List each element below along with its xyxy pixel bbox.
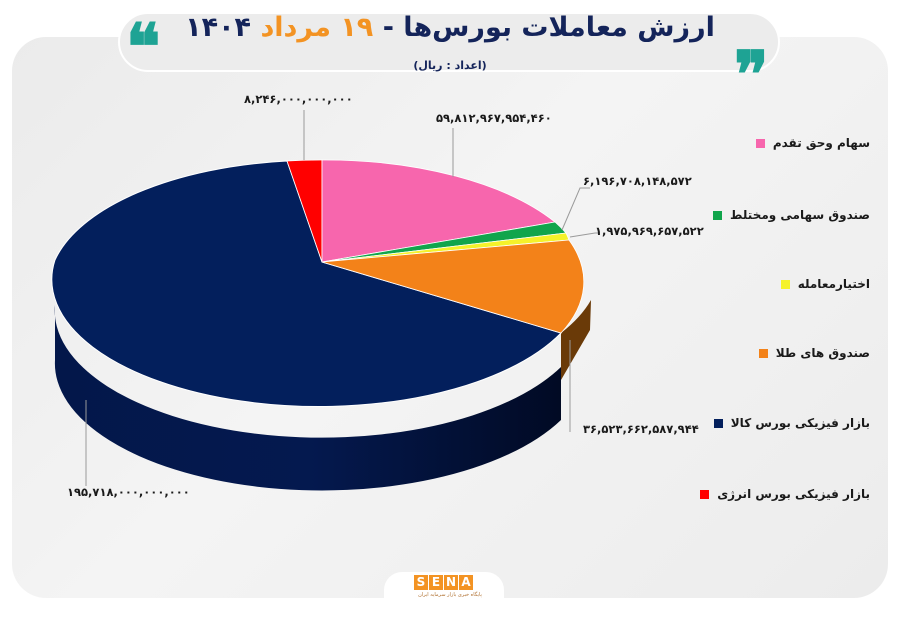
legend-item-commodity: بازار فیزیکی بورس کالا [713,416,870,430]
page-title: ارزش معاملات بورس‌ها - ۱۹ مرداد ۱۴۰۴ [170,12,730,43]
slice-pink [321,159,556,263]
title-date: ۱۹ مرداد [260,12,374,43]
legend-swatch-navy [713,418,723,428]
legend-swatch-orange [758,348,768,358]
title-banner [118,12,780,72]
legend-swatch-green [713,210,723,220]
legend-swatch-red [700,489,710,499]
slice-orange [321,239,585,334]
sena-logo: S E N A [414,575,473,590]
legend-item-energy: بازار فیزیکی بورس انرژی [700,487,870,501]
slice-navy [51,160,562,407]
legend-swatch-pink [755,138,765,148]
quote-open-icon: ❝ [126,10,161,85]
unit-subtitle: (اعداد : ریال) [413,59,487,72]
logo-tagline: پایگاه خبری بازار سرمایه ایران [418,592,482,598]
legend-item-gold-funds: صندوق های طلا [758,346,870,360]
title-text: ارزش معاملات بورس‌ها - [373,12,715,43]
value-label-gold-funds: ۳۶,۵۲۳,۶۶۲,۵۸۷,۹۴۴ [583,422,699,436]
legend-item-stocks: سهام وحق تقدم [755,136,870,150]
value-label-options: ۱,۹۷۵,۹۶۹,۶۵۷,۵۲۲ [595,224,704,238]
value-label-energy: ۸,۲۴۶,۰۰۰,۰۰۰,۰۰۰ [244,92,353,106]
legend-item-equity-funds: صندوق سهامی ومختلط [713,208,870,222]
title-year: ۱۴۰۴ [185,12,261,43]
legend-swatch-yellow [780,279,790,289]
value-label-commodity: ۱۹۵,۷۱۸,۰۰۰,۰۰۰,۰۰۰ [67,485,190,499]
value-label-stocks: ۵۹,۸۱۲,۹۶۷,۹۵۴,۴۶۰ [436,111,552,125]
pie-side-orange [561,300,591,380]
pie-side-navy [54,305,562,491]
legend-item-options: اختیارمعامله [780,277,870,291]
value-label-equity-funds: ۶,۱۹۶,۷۰۸,۱۴۸,۵۷۲ [583,174,692,188]
